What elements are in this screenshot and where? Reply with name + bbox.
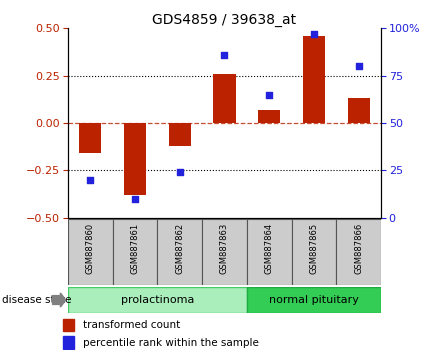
Bar bbox=[303, 36, 325, 123]
Bar bbox=[347, 98, 370, 123]
Text: GSM887863: GSM887863 bbox=[220, 223, 229, 274]
Text: GSM887864: GSM887864 bbox=[265, 223, 274, 274]
Bar bbox=[124, 123, 146, 195]
Point bbox=[176, 170, 183, 175]
Text: GSM887860: GSM887860 bbox=[86, 223, 95, 274]
Text: GSM887866: GSM887866 bbox=[354, 223, 363, 274]
FancyBboxPatch shape bbox=[247, 287, 381, 313]
Bar bbox=[213, 74, 236, 123]
Bar bbox=[63, 319, 74, 331]
FancyBboxPatch shape bbox=[292, 219, 336, 285]
Bar bbox=[169, 123, 191, 146]
FancyBboxPatch shape bbox=[202, 219, 247, 285]
Text: transformed count: transformed count bbox=[83, 320, 180, 330]
FancyBboxPatch shape bbox=[157, 219, 202, 285]
Point bbox=[131, 196, 138, 202]
Text: prolactinoma: prolactinoma bbox=[121, 295, 194, 305]
Text: GSM887862: GSM887862 bbox=[175, 223, 184, 274]
Point bbox=[311, 31, 318, 37]
Point bbox=[87, 177, 94, 183]
Text: percentile rank within the sample: percentile rank within the sample bbox=[83, 338, 259, 348]
Bar bbox=[79, 123, 102, 153]
FancyBboxPatch shape bbox=[336, 219, 381, 285]
FancyBboxPatch shape bbox=[68, 287, 247, 313]
FancyBboxPatch shape bbox=[247, 219, 292, 285]
Point bbox=[221, 52, 228, 58]
Point bbox=[266, 92, 273, 97]
Text: normal pituitary: normal pituitary bbox=[269, 295, 359, 305]
Text: disease state: disease state bbox=[2, 295, 72, 305]
FancyBboxPatch shape bbox=[113, 219, 157, 285]
Bar bbox=[63, 336, 74, 349]
FancyBboxPatch shape bbox=[68, 219, 113, 285]
Bar bbox=[258, 110, 280, 123]
Point bbox=[355, 63, 362, 69]
Title: GDS4859 / 39638_at: GDS4859 / 39638_at bbox=[152, 13, 297, 27]
Text: GSM887861: GSM887861 bbox=[131, 223, 139, 274]
Text: GSM887865: GSM887865 bbox=[310, 223, 318, 274]
